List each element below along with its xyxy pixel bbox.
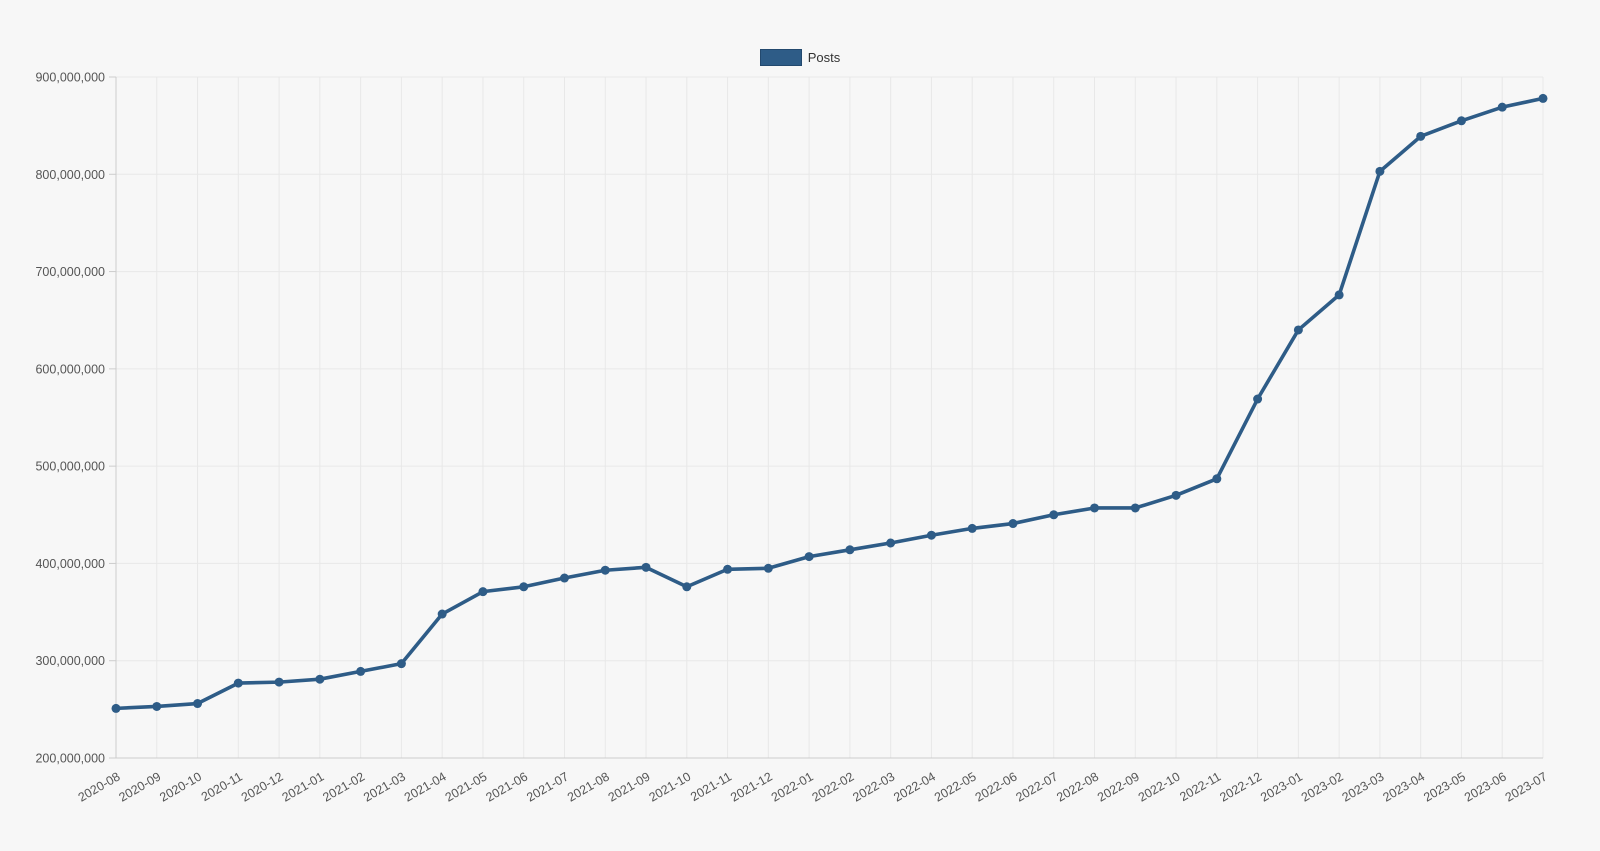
x-tick-label: 2021-07 bbox=[524, 769, 571, 804]
x-tick-label: 2023-04 bbox=[1380, 769, 1427, 804]
x-tick-label: 2020-08 bbox=[76, 769, 123, 804]
data-point-2022-06[interactable] bbox=[1008, 519, 1018, 529]
x-tick-label: 2022-05 bbox=[932, 769, 979, 804]
data-point-2021-01[interactable] bbox=[315, 674, 325, 684]
data-point-2021-12[interactable] bbox=[763, 563, 773, 573]
data-point-2020-10[interactable] bbox=[193, 699, 203, 709]
legend: Posts bbox=[0, 49, 1600, 66]
data-point-2022-08[interactable] bbox=[1090, 503, 1100, 513]
x-tick-label: 2022-02 bbox=[810, 769, 857, 804]
x-tick-label: 2020-11 bbox=[199, 769, 245, 804]
posts-line bbox=[114, 96, 1545, 711]
data-point-2022-09[interactable] bbox=[1130, 503, 1140, 513]
data-point-2020-09[interactable] bbox=[152, 701, 162, 711]
y-tick-label: 400,000,000 bbox=[35, 557, 105, 571]
x-tick-label: 2022-03 bbox=[850, 769, 897, 804]
x-tick-label: 2021-01 bbox=[280, 769, 327, 804]
x-tick-label: 2023-02 bbox=[1299, 769, 1346, 804]
x-tick-label: 2021-04 bbox=[402, 769, 449, 804]
data-point-2022-10[interactable] bbox=[1171, 490, 1181, 500]
data-point-2023-01[interactable] bbox=[1293, 325, 1303, 335]
y-tick-label: 700,000,000 bbox=[35, 265, 105, 279]
data-point-2023-04[interactable] bbox=[1416, 131, 1426, 141]
data-point-2021-10[interactable] bbox=[682, 582, 692, 592]
x-tick-label: 2021-12 bbox=[728, 769, 775, 804]
data-point-2022-01[interactable] bbox=[804, 552, 814, 562]
x-tick-label: 2021-05 bbox=[443, 769, 490, 804]
y-tick-label: 300,000,000 bbox=[35, 654, 105, 668]
data-point-2021-11[interactable] bbox=[723, 564, 733, 574]
x-tick-label: 2022-01 bbox=[769, 769, 816, 804]
x-tick-label: 2023-05 bbox=[1421, 769, 1468, 804]
legend-label: Posts bbox=[807, 50, 841, 65]
x-tick-label: 2022-12 bbox=[1217, 769, 1264, 804]
legend-item-posts[interactable]: Posts bbox=[759, 49, 841, 66]
x-tick-label: 2022-06 bbox=[973, 769, 1020, 804]
data-point-2021-06[interactable] bbox=[519, 582, 529, 592]
data-point-2021-03[interactable] bbox=[396, 659, 406, 669]
data-point-2021-02[interactable] bbox=[356, 666, 366, 676]
data-point-2022-02[interactable] bbox=[845, 545, 855, 555]
y-tick-label: 600,000,000 bbox=[35, 362, 105, 376]
data-point-2021-05[interactable] bbox=[478, 587, 488, 597]
x-tick-label: 2021-10 bbox=[647, 769, 694, 804]
x-tick-label: 2022-11 bbox=[1177, 769, 1223, 804]
data-point-2022-03[interactable] bbox=[886, 538, 896, 548]
data-point-2022-11[interactable] bbox=[1212, 474, 1222, 484]
data-point-2020-12[interactable] bbox=[274, 677, 284, 687]
x-tick-label: 2021-02 bbox=[320, 769, 367, 804]
x-tick-label: 2021-09 bbox=[606, 769, 653, 804]
data-point-2021-04[interactable] bbox=[437, 609, 447, 619]
data-point-2023-05[interactable] bbox=[1456, 116, 1466, 126]
data-point-2022-07[interactable] bbox=[1049, 510, 1059, 520]
x-tick-label: 2023-07 bbox=[1503, 769, 1550, 804]
y-tick-label: 200,000,000 bbox=[35, 752, 105, 766]
x-tick-label: 2022-08 bbox=[1054, 769, 1101, 804]
x-tick-label: 2021-08 bbox=[565, 769, 612, 804]
x-tick-label: 2022-10 bbox=[1136, 769, 1183, 804]
x-tick-label: 2023-01 bbox=[1258, 769, 1305, 804]
x-tick-label: 2021-11 bbox=[688, 769, 734, 804]
x-tick-label: 2021-03 bbox=[361, 769, 408, 804]
data-point-2023-06[interactable] bbox=[1497, 102, 1507, 112]
x-tick-label: 2022-07 bbox=[1014, 769, 1061, 804]
data-point-2021-08[interactable] bbox=[600, 565, 610, 575]
x-tick-label: 2022-04 bbox=[891, 769, 938, 804]
x-tick-label: 2021-06 bbox=[483, 769, 530, 804]
x-tick-label: 2020-09 bbox=[117, 769, 164, 804]
data-point-2020-11[interactable] bbox=[233, 678, 243, 688]
data-point-2023-07[interactable] bbox=[1538, 93, 1548, 103]
y-tick-label: 500,000,000 bbox=[35, 460, 105, 474]
data-point-2023-03[interactable] bbox=[1375, 166, 1385, 176]
y-tick-label: 900,000,000 bbox=[35, 71, 105, 85]
data-point-2021-09[interactable] bbox=[641, 562, 651, 572]
x-tick-label: 2020-10 bbox=[157, 769, 204, 804]
y-tick-label: 800,000,000 bbox=[35, 168, 105, 182]
legend-swatch bbox=[759, 49, 802, 66]
data-point-2023-02[interactable] bbox=[1334, 290, 1344, 300]
x-tick-label: 2020-12 bbox=[239, 769, 286, 804]
data-point-2021-07[interactable] bbox=[559, 573, 569, 583]
x-tick-label: 2022-09 bbox=[1095, 769, 1142, 804]
data-point-2022-12[interactable] bbox=[1253, 394, 1263, 404]
data-point-2022-05[interactable] bbox=[967, 523, 977, 533]
data-point-2022-04[interactable] bbox=[926, 530, 936, 540]
x-tick-label: 2023-03 bbox=[1340, 769, 1387, 804]
x-tick-label: 2023-06 bbox=[1462, 769, 1509, 804]
data-point-2020-08[interactable] bbox=[111, 703, 121, 713]
